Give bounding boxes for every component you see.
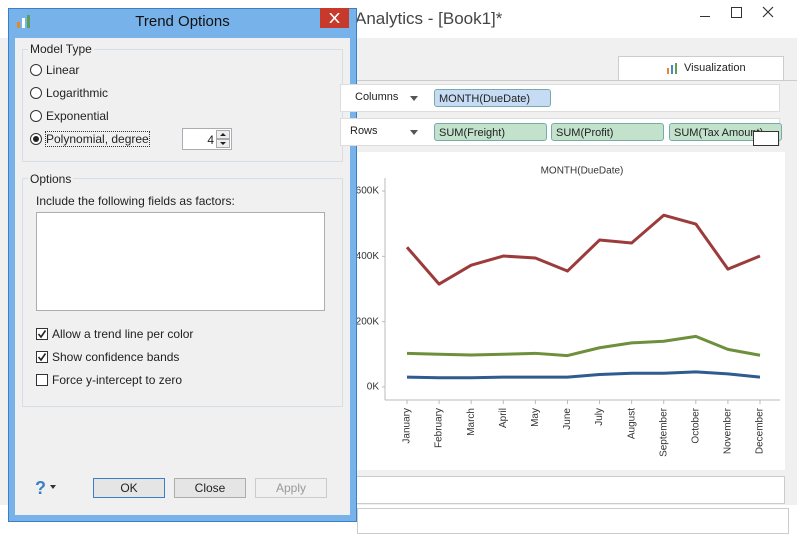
close-button[interactable]: [762, 6, 774, 18]
dialog-button[interactable]: OK: [93, 478, 165, 498]
x-tick-label: July: [594, 408, 605, 426]
spinner-arrows[interactable]: [216, 130, 230, 148]
y-tick-label: 600K: [356, 186, 380, 197]
shelf-dropdown[interactable]: [410, 96, 418, 101]
shelf-pill[interactable]: SUM(Freight): [434, 123, 547, 141]
radio-label[interactable]: Polynomial, degree: [45, 131, 150, 147]
radio-label[interactable]: Exponential: [46, 109, 109, 123]
group-label: Model Type: [28, 42, 94, 56]
tab-icon: [667, 63, 677, 74]
divider: [340, 80, 797, 81]
series-line: [406, 334, 761, 358]
x-tick-label: June: [562, 408, 573, 430]
series-line: [406, 370, 761, 380]
chart-area: [350, 152, 785, 470]
factors-label: Include the following fields as factors:: [36, 194, 235, 208]
dialog-button[interactable]: Close: [174, 478, 246, 498]
radio-button[interactable]: [30, 87, 42, 99]
checkbox[interactable]: [36, 374, 48, 386]
shelf-label: Rows: [350, 125, 378, 137]
x-tick-label: April: [498, 408, 509, 428]
status-strip: [350, 476, 785, 504]
dialog-title: Trend Options: [135, 13, 230, 30]
close-glyph: [329, 13, 340, 23]
factors-list[interactable]: [36, 212, 325, 311]
x-tick-label: November: [723, 407, 734, 454]
y-tick-label: 400K: [356, 251, 380, 262]
check-mark: [37, 353, 47, 362]
x-tick-label: January: [402, 408, 413, 444]
checkbox[interactable]: [36, 328, 48, 340]
minimize-button[interactable]: [700, 16, 710, 17]
radio-button[interactable]: [30, 133, 42, 145]
checkbox[interactable]: [36, 351, 48, 363]
x-tick-label: August: [626, 408, 637, 439]
shelf-pill[interactable]: MONTH(DueDate): [434, 89, 551, 107]
tab-label: Visualization: [684, 62, 746, 74]
degree-value: 4: [207, 133, 214, 147]
checkbox-label[interactable]: Show confidence bands: [52, 350, 180, 364]
shelf-label: Columns: [355, 91, 399, 103]
window-title: Analytics - [Book1]*: [355, 9, 503, 28]
x-tick-label: May: [530, 408, 541, 427]
x-tick-label: December: [755, 407, 766, 454]
dialog-close[interactable]: [320, 8, 349, 28]
options-group: [22, 178, 343, 407]
x-tick-label: September: [658, 407, 669, 457]
shelf-pill[interactable]: SUM(Profit): [551, 123, 664, 141]
y-tick-label: 200K: [356, 316, 380, 327]
visualization-tab[interactable]: Visualization: [618, 56, 784, 80]
series-line: [405, 213, 761, 286]
radio-button[interactable]: [30, 64, 42, 76]
radio-label[interactable]: Logarithmic: [46, 86, 109, 100]
checkbox-label[interactable]: Force y-intercept to zero: [52, 373, 183, 387]
scroll-arrows[interactable]: [753, 131, 779, 146]
radio-label[interactable]: Linear: [46, 63, 80, 77]
shelf: [340, 84, 780, 112]
x-tick-label: March: [466, 408, 477, 436]
degree-spinner[interactable]: 4: [182, 128, 232, 150]
x-tick-label: October: [690, 407, 701, 443]
help-button[interactable]: ?: [35, 478, 46, 498]
x-tick-label: February: [434, 408, 445, 448]
check-mark: [37, 330, 47, 339]
group-label: Options: [28, 172, 74, 186]
dialog-button: Apply: [255, 478, 327, 498]
bottom-strip: [357, 508, 789, 534]
maximize-button[interactable]: [731, 7, 742, 18]
shelf-dropdown[interactable]: [410, 130, 418, 135]
chart-title: MONTH(DueDate): [541, 166, 624, 177]
help-dropdown[interactable]: [50, 485, 56, 489]
radio-button[interactable]: [30, 110, 42, 122]
checkbox-label[interactable]: Allow a trend line per color: [52, 327, 194, 341]
y-tick-label: 0K: [367, 382, 380, 393]
dialog-icon: [17, 15, 30, 28]
